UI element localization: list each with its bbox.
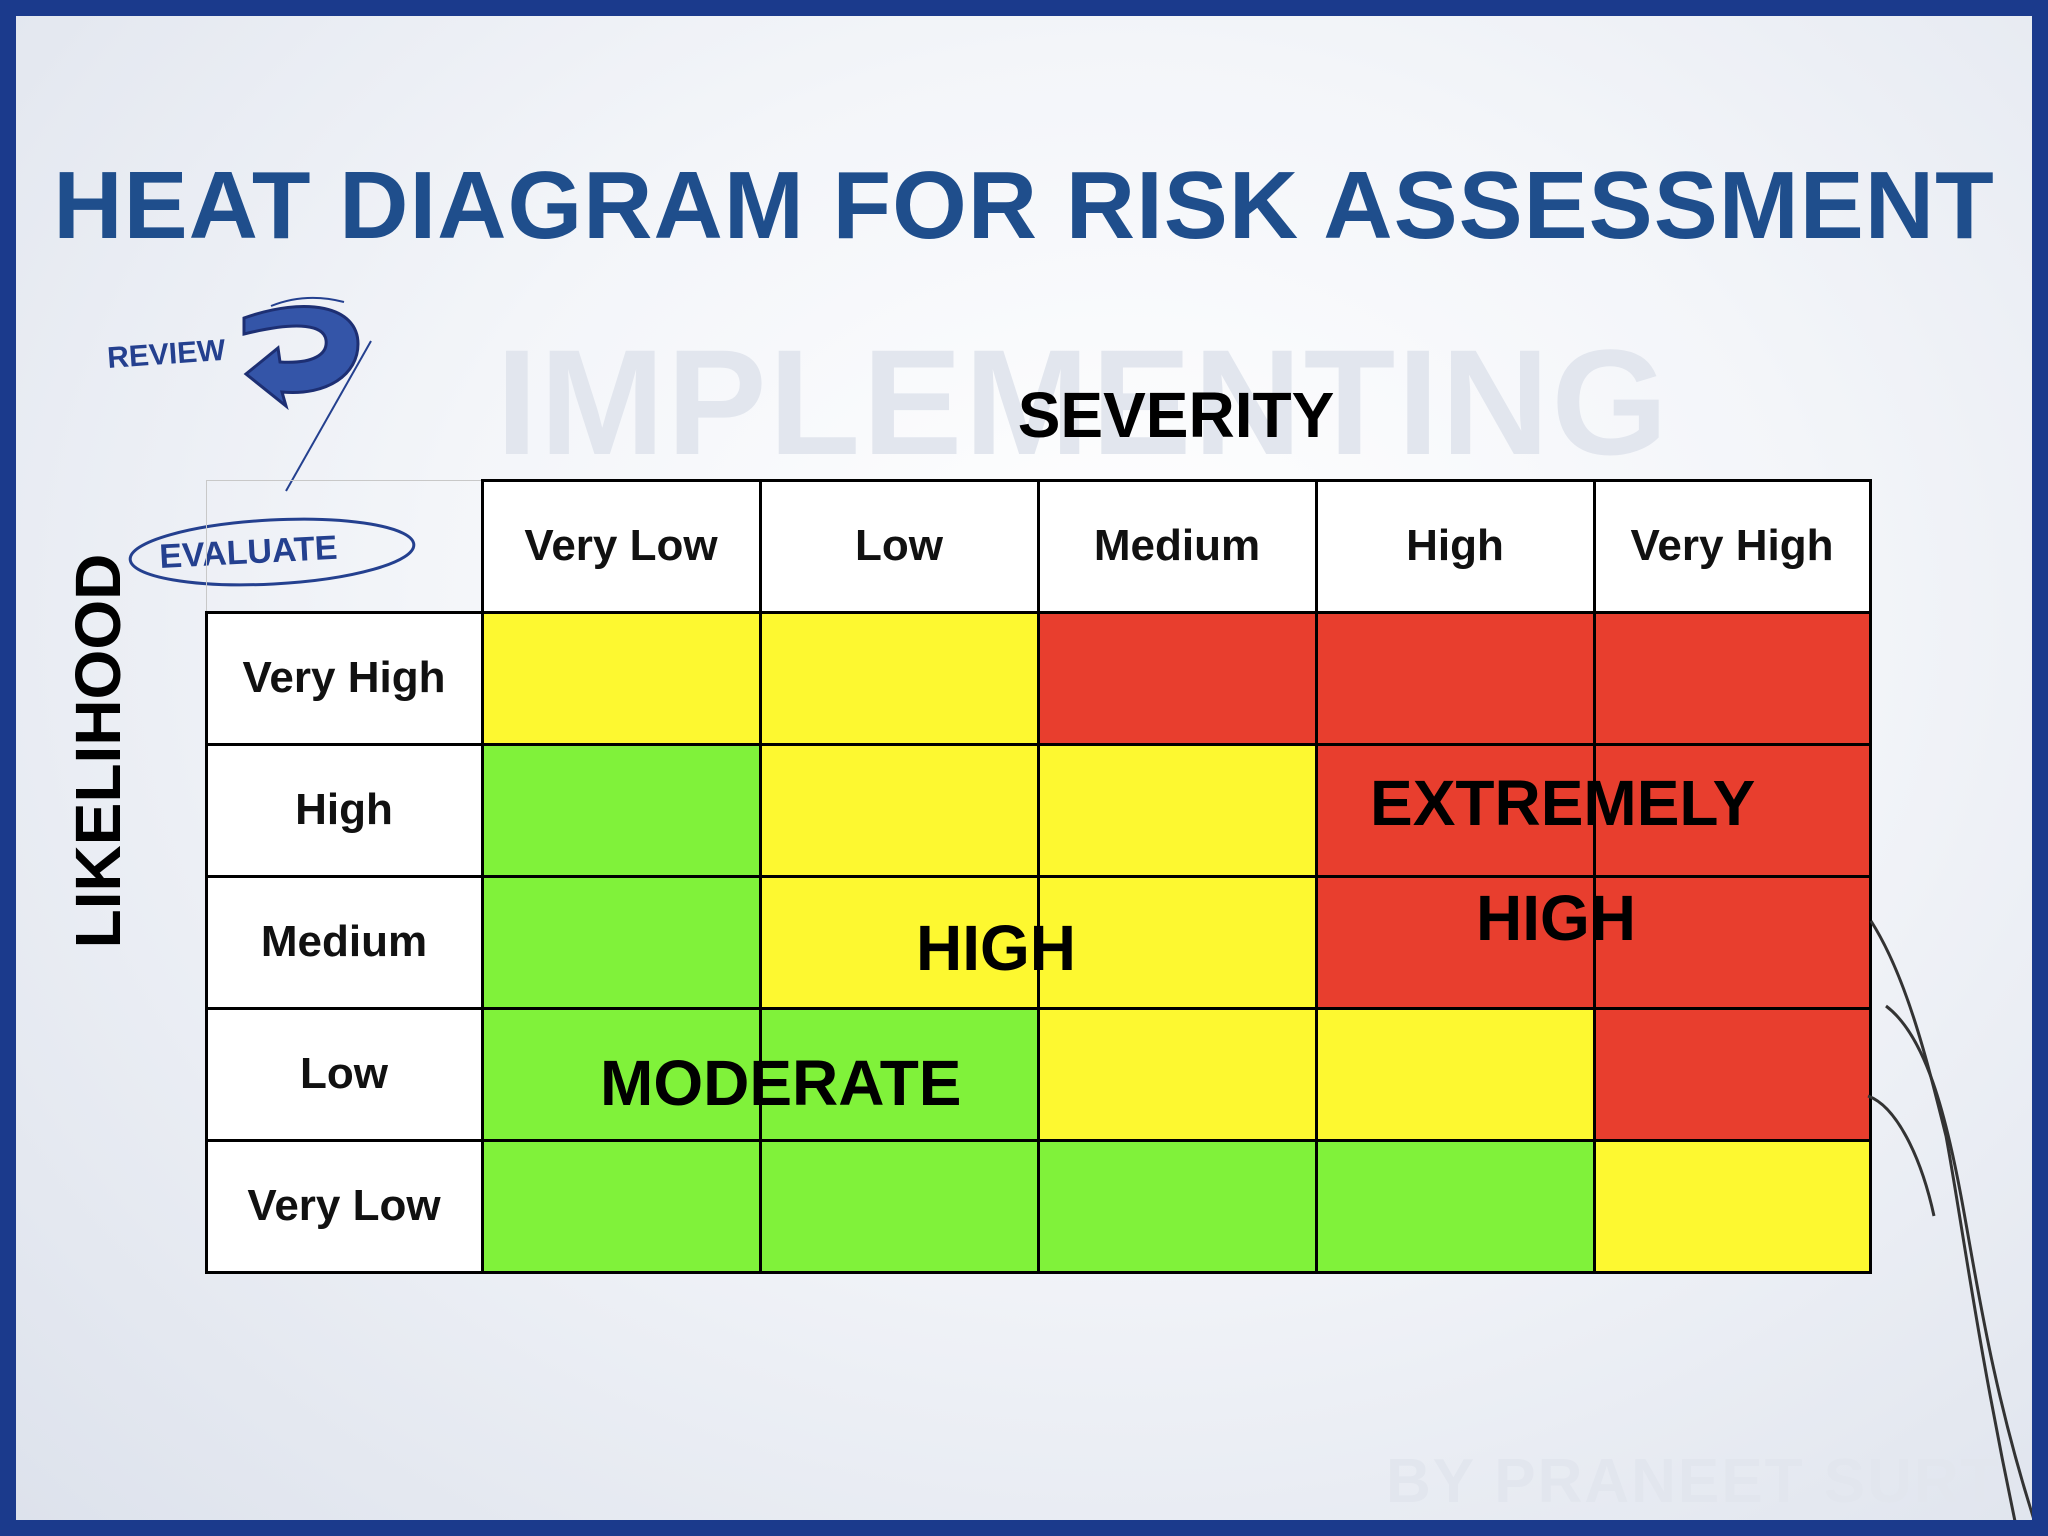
- zone-label-high: HIGH: [916, 912, 1076, 984]
- risk-cell-high: [758, 610, 1040, 746]
- risk-cell-high: [758, 874, 1040, 1010]
- risk-cell-extremely-high: [1314, 610, 1596, 746]
- risk-cell-moderate: [1314, 1138, 1596, 1274]
- grid-corner: [206, 480, 482, 612]
- risk-cell-high: [480, 610, 762, 746]
- severity-header-very-low: Very Low: [480, 478, 762, 614]
- sketch-connector-line: [285, 340, 372, 492]
- severity-axis-label: SEVERITY: [1017, 379, 1335, 451]
- risk-cell-extremely-high: [1592, 610, 1872, 746]
- review-sketch-text: REVIEW: [106, 334, 227, 375]
- risk-cell-extremely-high: [1592, 874, 1872, 1010]
- risk-cell-extremely-high: [1036, 610, 1318, 746]
- risk-cell-high: [1592, 1138, 1872, 1274]
- risk-cell-high: [1036, 1006, 1318, 1142]
- risk-cell-moderate: [758, 1138, 1040, 1274]
- pen-sketch-decoration: [1867, 920, 2032, 1520]
- severity-header-high: High: [1314, 478, 1596, 614]
- severity-header-low: Low: [758, 478, 1040, 614]
- risk-cell-high: [1036, 742, 1318, 878]
- zone-label-extremely: EXTREMELY: [1370, 767, 1756, 839]
- risk-cell-moderate: [1036, 1138, 1318, 1274]
- risk-cell-moderate: [480, 874, 762, 1010]
- likelihood-header-medium: Medium: [204, 874, 484, 1010]
- evaluate-sketch-text: EVALUATE: [158, 529, 338, 576]
- risk-cell-high: [758, 742, 1040, 878]
- risk-cell-high: [1314, 1006, 1596, 1142]
- risk-cell-high: [1036, 874, 1318, 1010]
- watermark-byline: BY PRANEET SURTI: [1386, 1447, 2020, 1516]
- risk-cell-extremely-high: [1592, 1006, 1872, 1142]
- likelihood-header-very-high: Very High: [204, 610, 484, 746]
- slide-title: HEAT DIAGRAM FOR RISK ASSESSMENT: [53, 152, 1995, 259]
- severity-header-very-high: Very High: [1592, 478, 1872, 614]
- likelihood-axis-label: LIKELIHOOD: [62, 553, 134, 949]
- zone-label-extreme-high: HIGH: [1476, 882, 1636, 954]
- risk-cell-moderate: [480, 1006, 762, 1142]
- risk-heat-grid: Very Low Low Medium High Very High Very High H…: [204, 478, 1872, 1274]
- risk-cell-extremely-high: [1592, 742, 1872, 878]
- likelihood-header-low: Low: [204, 1006, 484, 1142]
- likelihood-header-very-low: Very Low: [204, 1138, 484, 1274]
- watermark-implementing: IMPLEMENTING: [496, 318, 1670, 486]
- review-evaluate-sketch: REVIEW EVALUATE: [106, 296, 416, 587]
- zone-label-moderate: MODERATE: [600, 1047, 962, 1119]
- severity-header-medium: Medium: [1036, 478, 1318, 614]
- review-arrow-icon: [242, 305, 360, 411]
- risk-cell-moderate: [480, 742, 762, 878]
- evaluate-ellipse: [128, 517, 416, 587]
- likelihood-header-high: High: [204, 742, 484, 878]
- risk-cell-moderate: [480, 1138, 762, 1274]
- risk-cell-extremely-high: [1314, 874, 1596, 1010]
